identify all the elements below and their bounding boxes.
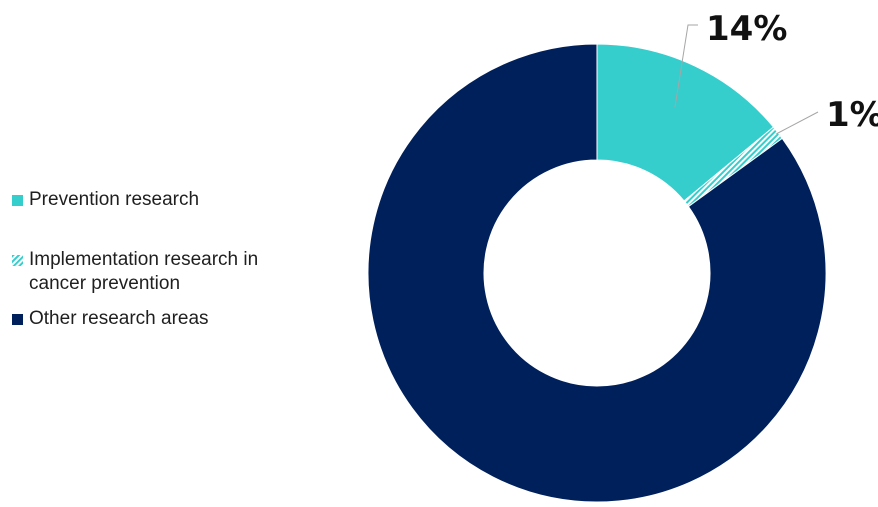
legend-label-implementation-research-line-1: Implementation research in [29,249,259,270]
legend-swatch-prevention-research [12,195,23,206]
legend-swatch-other-research-areas [12,314,23,325]
legend-label-implementation-research-line-2: cancer prevention [29,273,181,294]
chart-legend: Prevention research Implementation resea… [12,188,342,367]
legend-swatch-implementation-research [12,255,23,266]
legend-label-prevention-research: Prevention research [29,189,200,210]
data-label-implementation-research-in-cancer-prevention: 1% [826,95,878,135]
legend-item-other-research-areas: Other research areas [12,307,342,331]
legend-item-implementation-research: Implementation research in cancer preven… [12,248,342,296]
leader-line-prevention-research [674,24,698,108]
slice-other-research-areas [367,43,827,503]
legend-label-other-research-areas: Other research areas [29,308,209,329]
legend-item-prevention-research: Prevention research [12,188,342,212]
data-label-prevention-research: 14% [706,9,787,49]
leader-line-implementation-research-in-cancer-prevention [776,111,819,135]
